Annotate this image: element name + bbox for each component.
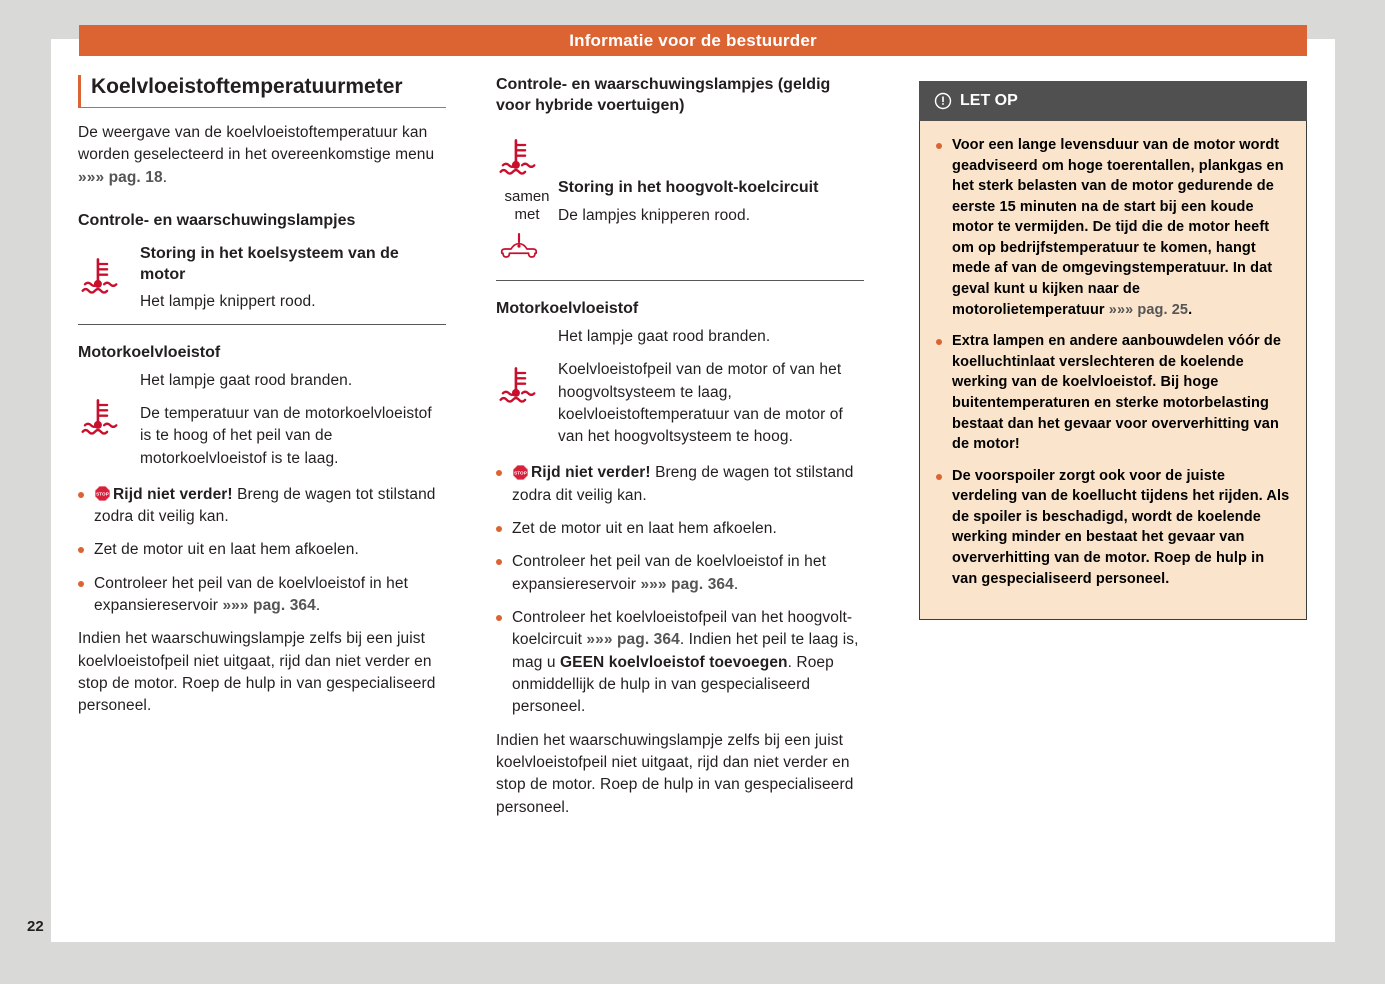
svg-text:STOP: STOP	[96, 492, 109, 497]
svg-text:STOP: STOP	[514, 470, 527, 475]
